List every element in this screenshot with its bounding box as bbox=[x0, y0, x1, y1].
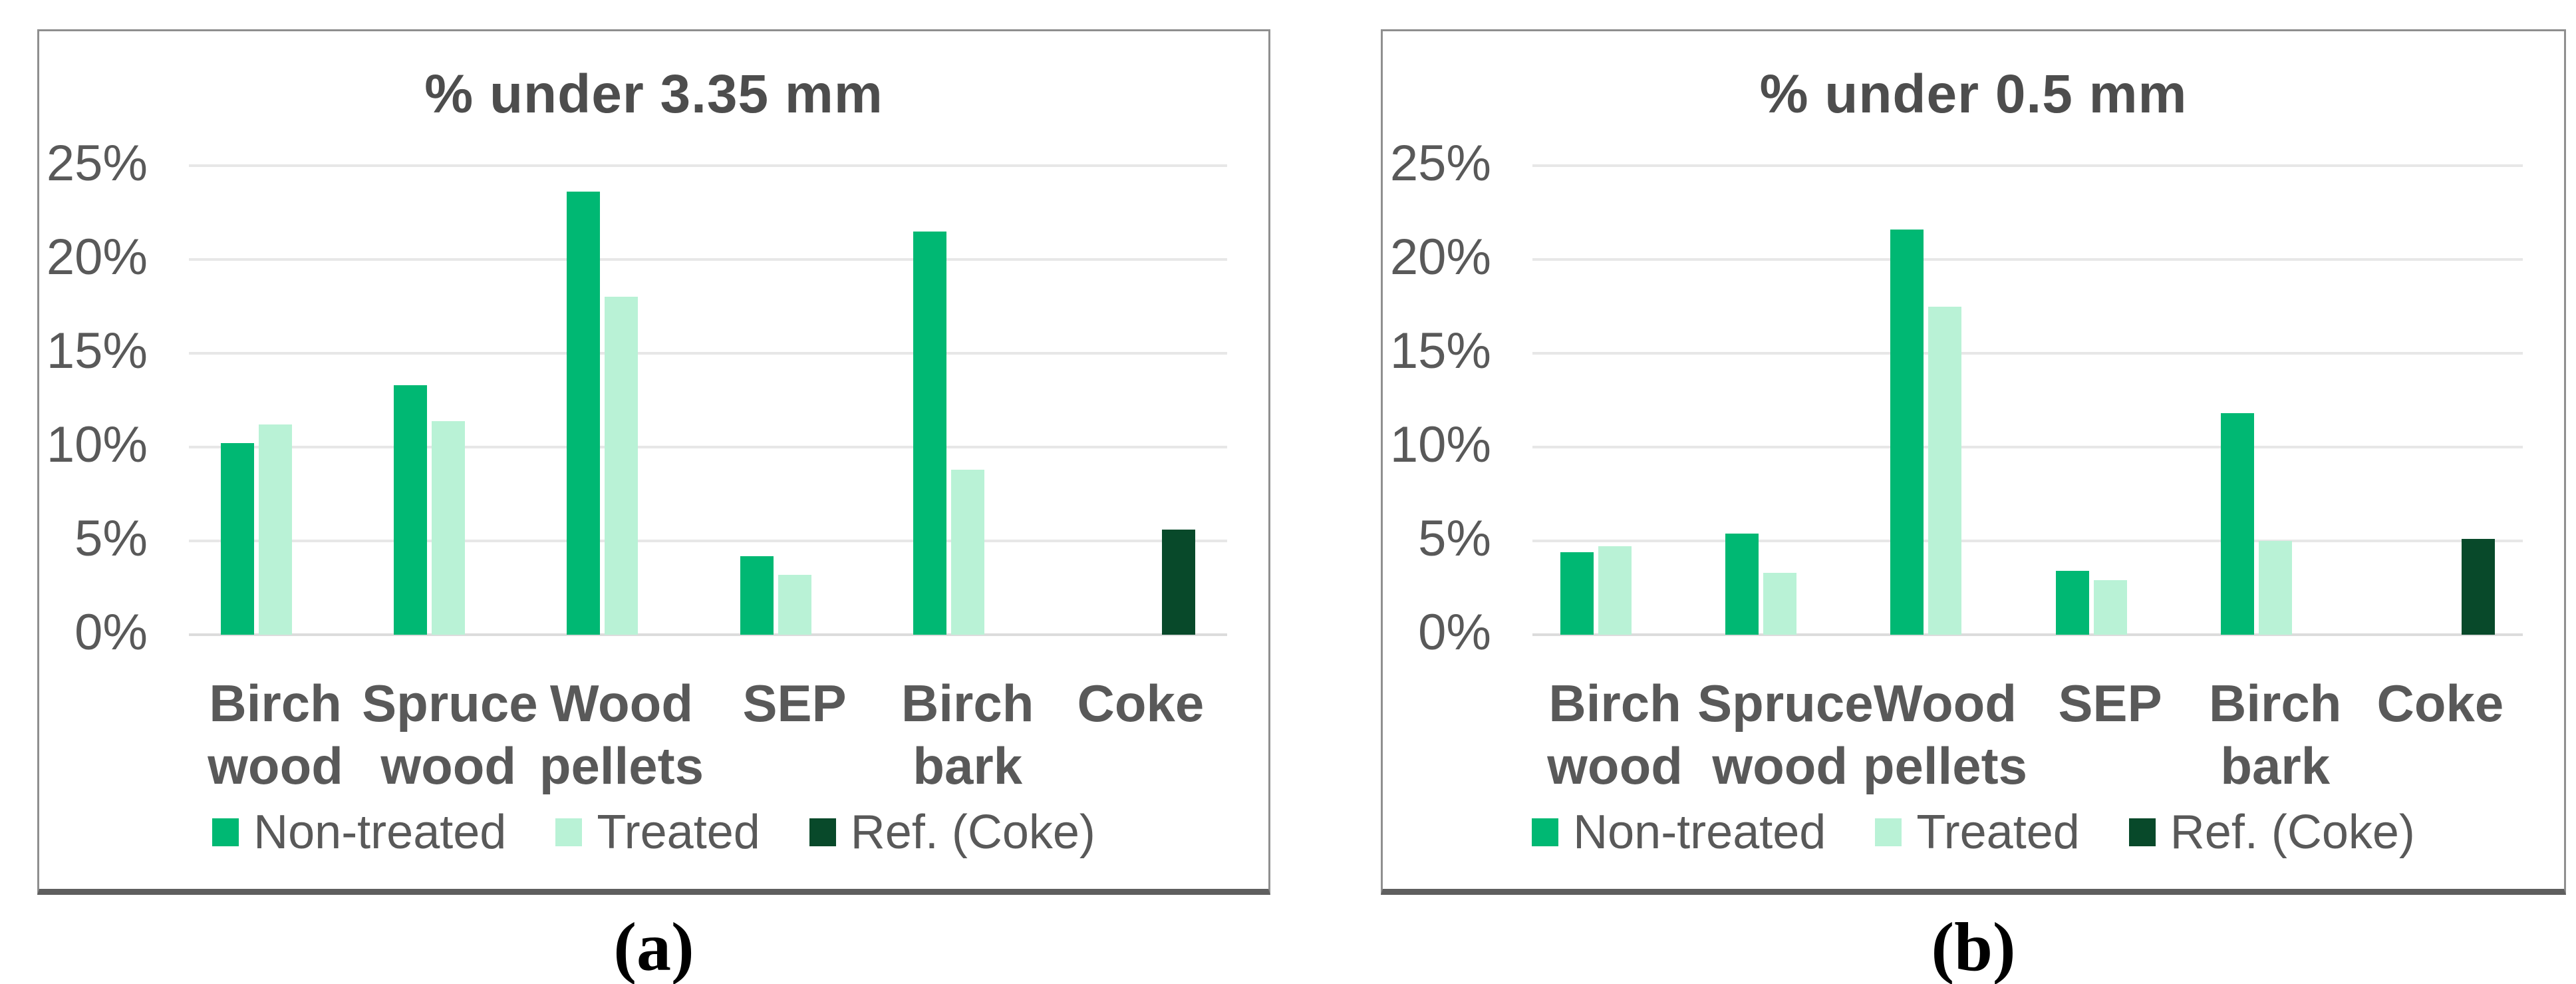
y-axis-tick-label: 0% bbox=[1418, 603, 1491, 661]
x-axis-category-label: Birch wood bbox=[208, 674, 343, 795]
x-axis-line bbox=[189, 633, 1227, 636]
x-axis-category-label: Spruce wood bbox=[1697, 674, 1874, 795]
gridline bbox=[1532, 446, 2523, 448]
legend: Non-treated Treated Ref. (Coke) bbox=[39, 808, 1268, 856]
gridline bbox=[189, 446, 1227, 448]
legend-label: Non-treated bbox=[253, 806, 507, 859]
x-axis-category-label: SEP bbox=[742, 674, 847, 733]
x-axis-category-label: Wood pellets bbox=[539, 674, 704, 795]
legend-label: Treated bbox=[597, 806, 760, 859]
y-axis-tick-label: 10% bbox=[1389, 416, 1491, 473]
x-axis-category-label: Coke bbox=[2376, 674, 2504, 733]
bar-non-treated bbox=[394, 385, 428, 635]
x-axis-line bbox=[1532, 633, 2523, 636]
chart-panel-a: % under 3.35 mm 0% 5% 10% 15% 20% 25% Birch woo… bbox=[37, 29, 1270, 895]
x-axis-category-label: Birch bark bbox=[901, 674, 1034, 795]
legend-swatch-non-treated-icon bbox=[1532, 818, 1559, 846]
x-axis-category-label: Spruce wood bbox=[362, 674, 538, 795]
y-axis-tick-label: 15% bbox=[1389, 322, 1491, 379]
bar-non-treated bbox=[1560, 552, 1594, 635]
y-axis-tick-label: 10% bbox=[46, 416, 148, 473]
legend-label: Ref. (Coke) bbox=[850, 806, 1095, 859]
panel-caption-a: (a) bbox=[613, 909, 694, 984]
legend-item-treated: Treated bbox=[1875, 806, 2080, 859]
gridline bbox=[1532, 352, 2523, 355]
x-axis-category-label: Coke bbox=[1077, 674, 1205, 733]
chart-title: % under 3.35 mm bbox=[424, 64, 883, 124]
bar-non-treated bbox=[1725, 533, 1759, 635]
bar-treated bbox=[432, 420, 466, 635]
gridline bbox=[1532, 164, 2523, 167]
bar-ref-coke bbox=[1161, 530, 1195, 635]
legend-item-treated: Treated bbox=[555, 808, 760, 856]
x-axis-category-label: SEP bbox=[2058, 674, 2162, 733]
bar-ref-coke bbox=[2461, 539, 2495, 635]
plot-area: 0% 5% 10% 15% 20% 25% Birch wood Spruce wood Wood p… bbox=[39, 31, 1268, 889]
bar-non-treated bbox=[1890, 229, 1924, 635]
bar-non-treated bbox=[2055, 571, 2089, 635]
x-axis-category-label: Birch wood bbox=[1547, 674, 1683, 795]
panel-caption-b: (b) bbox=[1931, 909, 2016, 984]
bar-treated bbox=[778, 574, 811, 635]
legend-swatch-treated-icon bbox=[555, 818, 583, 846]
bar-non-treated bbox=[221, 443, 255, 635]
gridline bbox=[1532, 258, 2523, 261]
bar-non-treated bbox=[913, 231, 946, 635]
bar-non-treated bbox=[567, 192, 601, 635]
legend-swatch-ref-coke-icon bbox=[809, 818, 836, 846]
bar-treated bbox=[2258, 541, 2292, 635]
legend-item-non-treated: Non-treated bbox=[212, 808, 506, 856]
legend-label: Non-treated bbox=[1573, 806, 1826, 859]
legend-swatch-non-treated-icon bbox=[212, 818, 239, 846]
y-axis-tick-label: 25% bbox=[46, 134, 148, 192]
plot-area: 0% 5% 10% 15% 20% 25% Birch wood Spruce wood Wood p… bbox=[1383, 31, 2564, 889]
bar-treated bbox=[605, 297, 639, 635]
bar-non-treated bbox=[740, 556, 774, 635]
legend-item-non-treated: Non-treated bbox=[1532, 808, 1826, 856]
y-axis-tick-label: 15% bbox=[46, 322, 148, 379]
bar-treated bbox=[1928, 306, 1962, 635]
x-axis-category-label: Wood pellets bbox=[1862, 674, 2027, 795]
y-axis-tick-label: 5% bbox=[74, 510, 148, 567]
gridline bbox=[189, 540, 1227, 542]
bar-treated bbox=[950, 469, 984, 635]
y-axis-tick-label: 5% bbox=[1418, 510, 1491, 567]
chart-title: % under 0.5 mm bbox=[1759, 64, 2188, 124]
bar-treated bbox=[259, 424, 293, 635]
legend-label: Ref. (Coke) bbox=[2170, 806, 2415, 859]
legend-swatch-ref-coke-icon bbox=[2128, 818, 2156, 846]
y-axis-tick-label: 25% bbox=[1389, 134, 1491, 192]
gridline bbox=[189, 258, 1227, 261]
chart-panel-b: % under 0.5 mm 0% 5% 10% 15% 20% 25% Birch wood… bbox=[1381, 29, 2566, 895]
gridline bbox=[189, 352, 1227, 355]
bar-treated bbox=[2093, 580, 2127, 635]
gridline bbox=[1532, 540, 2523, 542]
y-axis-tick-label: 20% bbox=[1389, 228, 1491, 285]
legend-item-ref-coke: Ref. (Coke) bbox=[2128, 806, 2415, 859]
gridline bbox=[189, 164, 1227, 167]
legend-label: Treated bbox=[1916, 806, 2080, 859]
legend: Non-treated Treated Ref. (Coke) bbox=[1383, 808, 2564, 856]
legend-swatch-treated-icon bbox=[1875, 818, 1902, 846]
y-axis-tick-label: 20% bbox=[46, 228, 148, 285]
bar-treated bbox=[1763, 572, 1797, 635]
bar-treated bbox=[1598, 546, 1632, 635]
bar-non-treated bbox=[2220, 413, 2254, 635]
legend-item-ref-coke: Ref. (Coke) bbox=[809, 808, 1095, 856]
y-axis-tick-label: 0% bbox=[74, 603, 148, 661]
x-axis-category-label: Birch bark bbox=[2209, 674, 2342, 795]
